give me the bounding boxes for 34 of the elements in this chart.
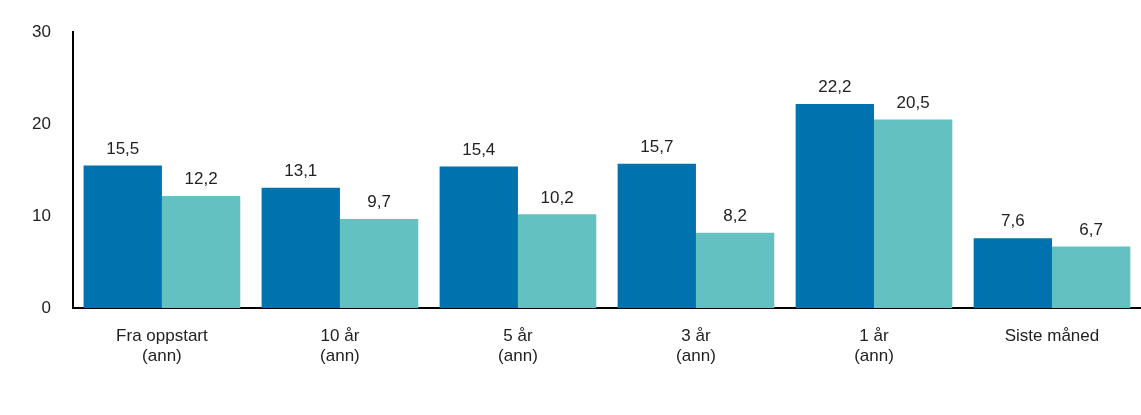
y-tick-label: 20: [31, 113, 51, 133]
bar: [83, 165, 162, 309]
y-tick-label: 30: [31, 21, 51, 41]
bar: [873, 119, 953, 309]
bar: [1051, 246, 1131, 309]
data-label: 15,5: [106, 138, 140, 158]
data-label: 12,2: [184, 169, 218, 189]
bar: [161, 195, 241, 309]
x-tick-label: 1 år (ann): [854, 326, 894, 366]
bar: [339, 218, 419, 309]
data-label: 15,7: [640, 136, 674, 156]
x-tick-label: Fra oppstart (ann): [116, 326, 209, 366]
data-label: 15,4: [462, 139, 496, 159]
x-tick-label: 3 år (ann): [676, 326, 716, 366]
bar: [795, 103, 874, 309]
bar: [695, 232, 775, 309]
x-tick-label: 10 år (ann): [320, 326, 360, 366]
data-label: 6,7: [1079, 219, 1103, 239]
bar: [617, 163, 696, 309]
y-tick-label: 0: [41, 297, 51, 317]
bar: [439, 166, 518, 309]
data-label: 22,2: [818, 77, 852, 97]
x-tick-label: Siste måned: [1004, 326, 1100, 346]
y-tick-label: 10: [31, 205, 51, 225]
data-label: 7,6: [1001, 211, 1025, 231]
bar: [261, 187, 340, 309]
data-label: 9,7: [367, 192, 391, 212]
data-label: 10,2: [540, 187, 574, 207]
data-label: 8,2: [723, 205, 747, 225]
data-label: 13,1: [284, 160, 318, 180]
data-label: 20,5: [896, 92, 930, 112]
bar: [517, 214, 597, 309]
x-tick-label: 5 år (ann): [498, 326, 538, 366]
bar: [973, 238, 1052, 309]
